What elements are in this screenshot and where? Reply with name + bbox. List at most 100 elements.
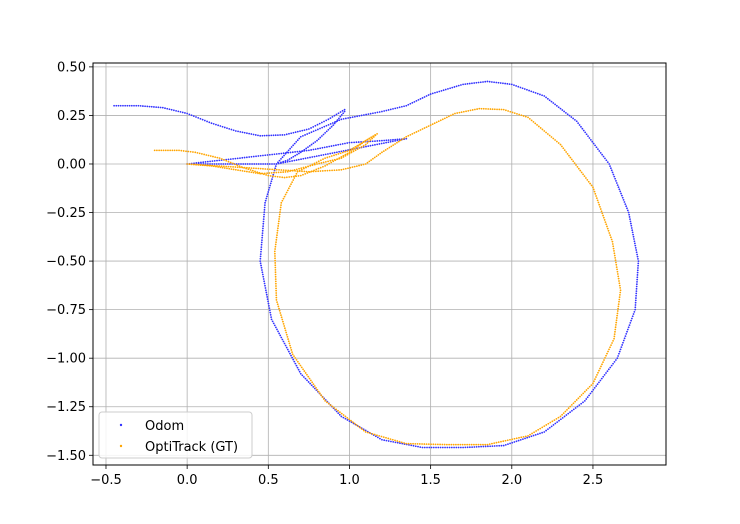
data-point <box>296 366 299 369</box>
data-point <box>267 302 270 305</box>
data-point <box>314 129 317 132</box>
data-point <box>561 145 563 148</box>
data-point <box>559 418 562 421</box>
data-point <box>350 150 353 152</box>
data-point <box>475 443 478 446</box>
data-point <box>309 379 312 382</box>
data-point <box>405 135 408 138</box>
data-point <box>288 342 291 345</box>
data-point <box>617 275 620 278</box>
data-point <box>261 229 264 232</box>
data-point <box>595 197 598 200</box>
data-point <box>473 443 475 446</box>
data-point <box>439 446 442 449</box>
data-point <box>279 312 282 314</box>
data-point <box>301 129 304 132</box>
data-point <box>301 150 303 153</box>
data-point <box>261 271 264 274</box>
data-point <box>172 109 175 112</box>
data-point <box>262 215 265 218</box>
data-point <box>286 348 289 351</box>
data-point <box>497 81 500 84</box>
data-point <box>130 104 133 107</box>
y-tick-label: 0.50 <box>57 60 86 75</box>
data-point <box>499 82 502 84</box>
data-point <box>615 324 617 326</box>
data-point <box>547 422 550 425</box>
data-point <box>509 442 511 445</box>
data-point <box>216 164 218 167</box>
data-point <box>285 133 288 136</box>
data-point <box>299 364 302 367</box>
data-point <box>405 104 408 107</box>
data-point <box>468 446 471 449</box>
data-point <box>617 307 619 310</box>
data-point <box>179 111 182 113</box>
data-point <box>280 336 283 339</box>
data-point <box>449 87 452 90</box>
data-point <box>634 304 637 306</box>
data-point <box>322 398 325 400</box>
data-point <box>320 154 323 157</box>
data-point <box>263 206 266 209</box>
data-point <box>239 157 241 159</box>
data-point <box>346 419 349 421</box>
data-point <box>303 129 306 131</box>
data-point <box>326 163 329 166</box>
data-point <box>251 169 254 172</box>
data-point <box>603 374 606 376</box>
data-point <box>385 141 388 144</box>
data-point <box>266 296 269 298</box>
data-point <box>250 155 253 158</box>
data-point <box>306 156 309 159</box>
data-point <box>162 149 165 152</box>
data-point <box>615 261 617 264</box>
data-point <box>344 415 347 418</box>
data-point <box>630 227 633 229</box>
data-point <box>555 140 558 143</box>
data-point <box>294 357 297 359</box>
data-point <box>557 416 560 419</box>
data-point <box>574 407 577 409</box>
data-point <box>606 227 609 230</box>
data-point <box>293 360 296 363</box>
data-point <box>226 127 228 130</box>
data-point <box>371 433 374 435</box>
data-point <box>283 154 285 157</box>
data-point <box>362 141 365 144</box>
data-point <box>315 168 318 171</box>
data-point <box>571 409 573 412</box>
data-point <box>225 159 228 162</box>
data-point <box>119 104 122 107</box>
data-point <box>325 119 328 122</box>
data-point <box>462 83 464 86</box>
data-point <box>391 438 394 441</box>
data-point <box>275 236 278 239</box>
data-point <box>353 422 356 425</box>
data-point <box>491 108 494 111</box>
data-point <box>237 130 239 133</box>
data-point <box>283 176 286 179</box>
data-point <box>513 437 516 440</box>
data-point <box>595 146 598 149</box>
data-point <box>178 149 180 152</box>
data-point <box>582 173 584 176</box>
data-point <box>443 443 446 446</box>
data-point <box>500 444 503 447</box>
data-point <box>576 165 579 168</box>
data-point <box>621 344 624 346</box>
y-tick-label: 0.00 <box>57 157 86 172</box>
data-point <box>633 242 636 245</box>
y-tick-label: −1.00 <box>46 352 86 367</box>
data-point <box>274 280 277 283</box>
data-point <box>318 122 321 125</box>
data-point <box>303 170 306 173</box>
data-point <box>455 446 458 449</box>
data-point <box>157 106 160 109</box>
data-point <box>316 139 318 142</box>
data-point <box>248 132 251 135</box>
data-point <box>435 121 438 124</box>
data-point <box>438 90 441 93</box>
data-point <box>348 141 351 144</box>
data-point <box>370 136 373 139</box>
